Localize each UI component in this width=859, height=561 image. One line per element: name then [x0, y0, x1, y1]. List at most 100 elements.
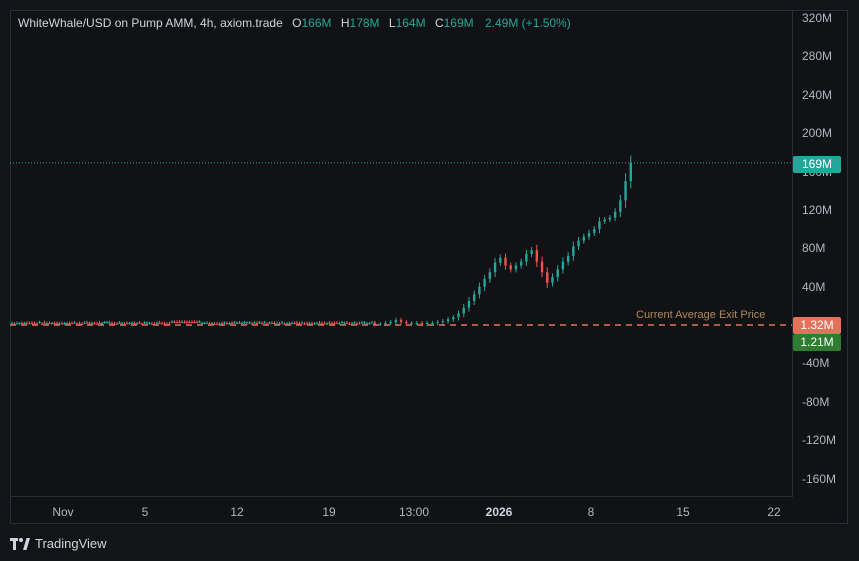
candle-body: [478, 286, 481, 295]
time-axis[interactable]: Nov 5 12 19 13:00 2026 8 15 22: [10, 497, 793, 524]
candle-body: [155, 322, 159, 324]
candle-body: [629, 162, 632, 182]
candle-body: [350, 323, 354, 325]
candle-body: [175, 322, 179, 324]
candle-body: [10, 323, 14, 325]
candle-body: [318, 322, 321, 324]
candle-body: [15, 323, 19, 325]
candle-body: [270, 323, 274, 325]
candle-body: [582, 236, 585, 241]
candle-body: [215, 323, 219, 325]
legend-low-key: L: [388, 16, 396, 30]
candle-body: [33, 323, 36, 325]
candle-body: [178, 322, 181, 324]
candle-body: [358, 323, 361, 325]
last-price-tag: 169M: [793, 156, 841, 173]
legend-symbol: WhiteWhale/USD on Pump AMM, 4h, axiom.tr…: [18, 16, 283, 30]
candle-body: [514, 265, 518, 270]
candle-body: [190, 322, 194, 324]
candle-body: [138, 322, 141, 324]
chart-plot-area[interactable]: [10, 10, 793, 497]
candle-body: [488, 272, 492, 279]
candle-body: [519, 261, 523, 266]
candle-body: [365, 323, 369, 325]
candle-body: [338, 323, 341, 325]
candle-body: [55, 323, 59, 325]
legend-close-value: 169M: [443, 16, 474, 30]
candle-body: [525, 254, 528, 262]
candle-body: [608, 217, 612, 220]
candle-body: [58, 323, 61, 325]
candle-body: [613, 211, 617, 218]
candle-body: [163, 323, 166, 325]
candle-body: [160, 323, 164, 325]
candle-body: [587, 232, 591, 237]
time-axis-tick: 5: [141, 505, 149, 519]
candle-body: [120, 322, 124, 324]
candlestick-chart[interactable]: [10, 10, 793, 497]
brand-name: TradingView: [35, 536, 107, 551]
candle-body: [363, 322, 366, 324]
candle-body: [265, 323, 269, 325]
candle-body: [348, 323, 351, 325]
candle-body: [240, 322, 244, 324]
candle-body: [300, 322, 304, 324]
price-axis-tick: -80M: [802, 394, 830, 409]
candle-body: [173, 322, 176, 324]
candle-body: [208, 323, 211, 325]
candle-body: [43, 322, 46, 324]
current-price-tag: 1.21M: [793, 334, 841, 351]
candle-body: [65, 322, 69, 324]
candle-body: [260, 323, 264, 325]
candle-body: [165, 323, 169, 325]
candle-body: [394, 320, 398, 323]
candle-body: [343, 322, 346, 324]
legend-open-key: O: [292, 16, 302, 30]
candle-body: [253, 322, 256, 324]
time-axis-tick: 22: [767, 505, 781, 519]
candle-body: [75, 323, 79, 325]
candle-body: [305, 323, 309, 325]
candle-body: [25, 323, 29, 325]
candle-body: [18, 323, 21, 325]
candle-body: [170, 321, 174, 323]
candle-body: [235, 322, 239, 324]
candle-body: [355, 323, 359, 325]
candle-body: [263, 322, 266, 324]
price-axis-tick: -160M: [802, 471, 837, 486]
candle-body: [100, 323, 104, 325]
candle-body: [230, 323, 234, 325]
candle-body: [323, 323, 326, 325]
candle-body: [566, 255, 570, 262]
price-axis[interactable]: 320M280M240M200M160M120M80M40M-40M-80M-1…: [793, 10, 848, 497]
candle-body: [223, 322, 226, 324]
candle-body: [551, 277, 554, 283]
candle-body: [462, 307, 465, 314]
candle-body: [493, 262, 497, 273]
candle-body: [303, 323, 306, 325]
candle-body: [572, 246, 575, 256]
legend-high-key: H: [340, 16, 350, 30]
candle-body: [168, 323, 171, 325]
candle-body: [335, 322, 339, 324]
candle-body: [446, 319, 450, 322]
candle-body: [310, 323, 314, 325]
price-axis-tick: 200M: [802, 126, 833, 141]
candle-body: [48, 323, 51, 325]
candle-body: [245, 322, 249, 324]
candle-body: [128, 322, 131, 324]
candle-body: [123, 324, 126, 326]
candle-body: [415, 323, 418, 325]
price-axis-tick: 240M: [802, 87, 833, 102]
candle-body: [113, 323, 116, 325]
candle-body: [373, 323, 377, 325]
price-axis-tick: -120M: [802, 433, 837, 448]
candle-body: [130, 322, 134, 324]
tradingview-brand[interactable]: TradingView: [10, 536, 107, 551]
candle-body: [80, 323, 84, 325]
candle-body: [220, 323, 224, 325]
candle-body: [353, 322, 356, 324]
candle-body: [320, 323, 324, 325]
candle-body: [530, 250, 533, 255]
candle-body: [268, 322, 271, 324]
